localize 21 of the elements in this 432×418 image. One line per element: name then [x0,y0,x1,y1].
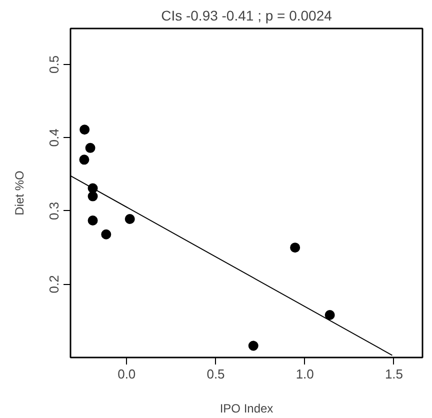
y-tick-label: 0.5 [46,55,62,74]
x-tick-label: 1.0 [296,366,314,382]
point [324,310,335,320]
point [248,340,258,351]
y-axis-title: Diet %O [12,170,26,216]
point [290,242,300,253]
point [88,215,98,226]
x-tick-label: 0.5 [206,366,225,382]
chart-title: CIs -0.93 -0.41 ; p = 0.0024 [161,8,332,24]
x-axis-title: IPO Index [220,402,274,416]
y-tick-label: 0.3 [46,202,62,220]
y-tick-label: 0.4 [46,128,62,147]
point [79,154,90,165]
point [124,214,135,224]
point [101,229,112,240]
point [88,191,98,202]
point [80,124,90,135]
point [85,142,96,153]
x-tick-label: 0.0 [118,366,136,382]
y-tick-label: 0.2 [46,275,62,294]
x-tick-label: 1.5 [384,366,404,382]
